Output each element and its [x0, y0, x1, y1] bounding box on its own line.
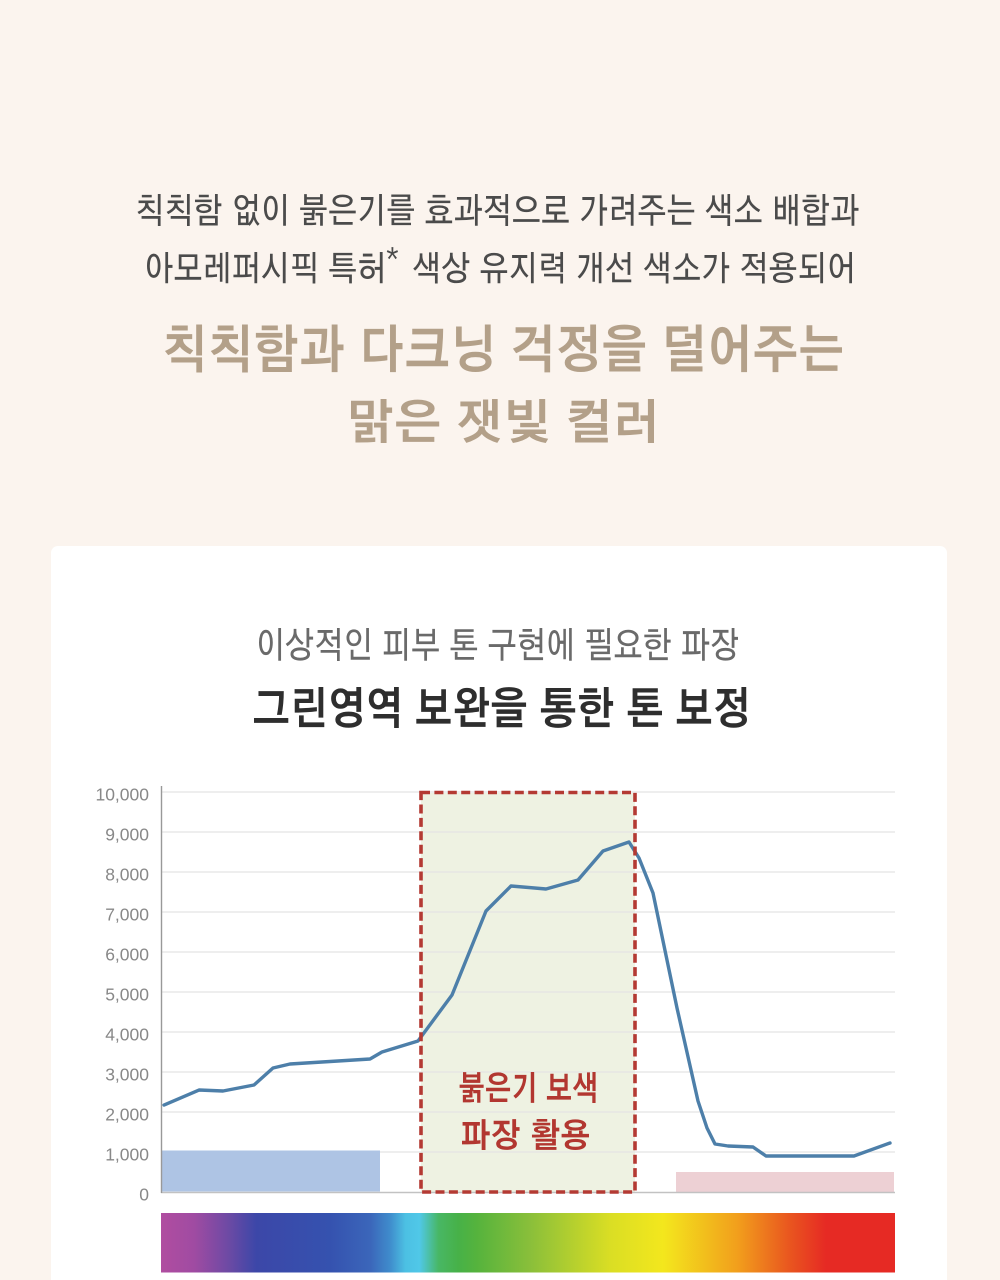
- svg-text:7,000: 7,000: [105, 904, 149, 924]
- svg-text:1,000: 1,000: [105, 1144, 149, 1164]
- svg-text:2,000: 2,000: [105, 1104, 149, 1124]
- svg-text:6,000: 6,000: [105, 944, 149, 964]
- svg-text:5,000: 5,000: [105, 984, 149, 1004]
- svg-text:4,000: 4,000: [105, 1024, 149, 1044]
- svg-text:10,000: 10,000: [95, 784, 149, 804]
- svg-text:8,000: 8,000: [105, 864, 149, 884]
- svg-text:3,000: 3,000: [105, 1064, 149, 1084]
- svg-text:0: 0: [139, 1184, 149, 1204]
- svg-text:9,000: 9,000: [105, 824, 149, 844]
